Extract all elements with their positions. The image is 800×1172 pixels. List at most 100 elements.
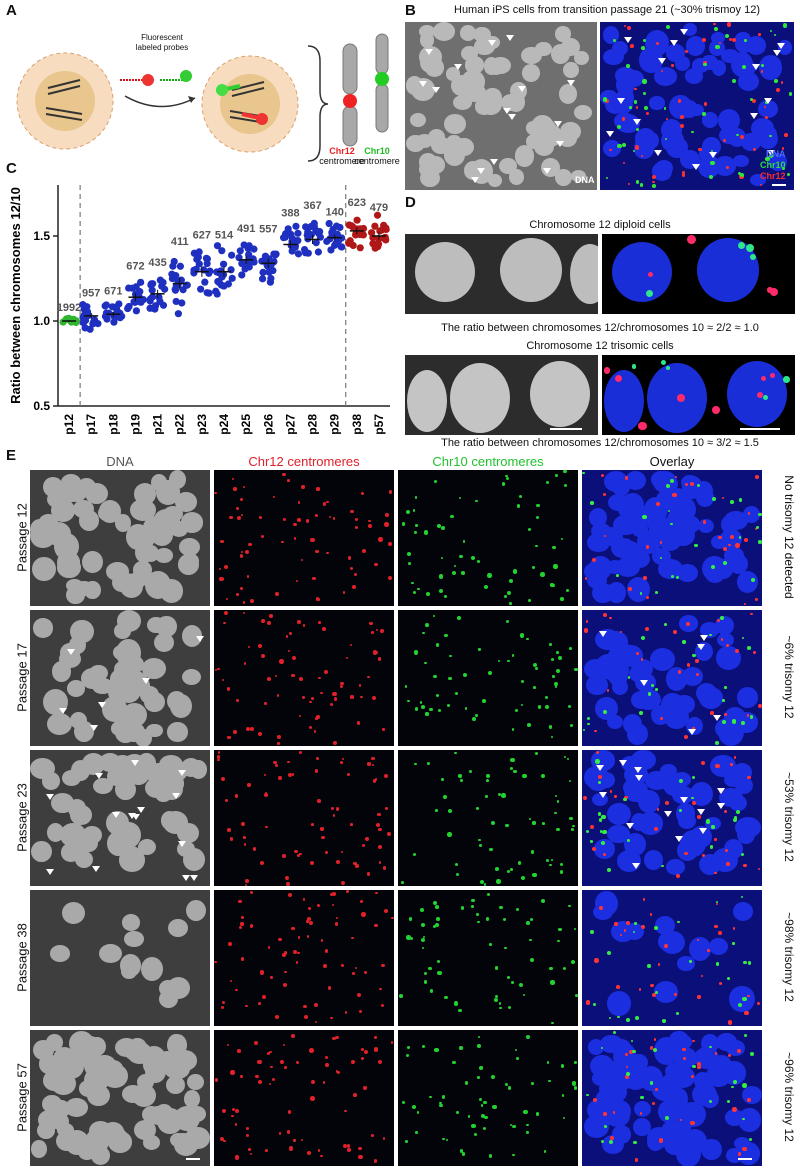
nucleus (694, 1071, 712, 1091)
cell-count-label: 140 (325, 206, 343, 218)
nucleus (624, 832, 647, 856)
fish-signal-spot (441, 1137, 445, 1141)
fish-signal-spot (509, 1124, 512, 1127)
fish-signal-spot (478, 648, 481, 651)
fish-signal-spot (685, 621, 690, 626)
fish-signal-spot (310, 823, 314, 826)
fish-signal-spot (646, 596, 650, 600)
nucleus (46, 822, 64, 842)
nucleus (665, 667, 688, 691)
fish-signal-spot (291, 655, 296, 661)
nucleus (62, 487, 81, 503)
fish-signal-spot (217, 667, 221, 671)
fish-signal-spot (413, 650, 419, 655)
fish-signal-spot (235, 1108, 240, 1113)
fish-signal-spot (360, 491, 365, 496)
fish-signal-spot (584, 577, 588, 580)
fish-signal-spot (677, 920, 680, 924)
fish-signal-spot (529, 957, 535, 962)
nucleus (419, 52, 442, 74)
fish-signal-spot (574, 927, 577, 931)
fish-signal-spot (449, 514, 454, 519)
arrowhead-marker (709, 151, 718, 158)
fish-signal-spot (657, 962, 661, 966)
fish-signal-spot (380, 1004, 384, 1008)
fish-signal-spot (461, 1151, 466, 1156)
fish-signal-spot (619, 934, 623, 937)
fish-signal-spot (489, 943, 492, 946)
fish-signal-spot (585, 829, 590, 834)
fish-signal-spot (263, 702, 267, 705)
fish-signal-spot (509, 766, 513, 770)
fish-signal-spot (684, 734, 688, 739)
data-point (116, 314, 124, 322)
fish-signal-spot (586, 717, 590, 721)
fish-signal-spot (288, 1146, 294, 1151)
nucleus (622, 69, 644, 87)
fish-signal-spot (325, 1062, 330, 1067)
nucleus (142, 515, 168, 539)
fish-signal-spot (509, 602, 512, 605)
fish-signal-spot (287, 760, 290, 764)
fish-signal-spot (283, 982, 288, 987)
fish-signal-spot (733, 1080, 738, 1085)
fish-signal-spot (710, 711, 714, 715)
data-point (345, 221, 353, 229)
fish-signal-spot (598, 780, 602, 784)
fish-signal-spot (589, 824, 594, 829)
fish-signal-spot (602, 829, 607, 835)
panel-label-b: B (405, 2, 416, 19)
fish-signal-spot (242, 835, 246, 839)
fish-signal-spot (220, 1005, 225, 1009)
nucleus (612, 477, 630, 496)
fish-signal-spot (423, 980, 428, 984)
fish-signal-spot (350, 695, 355, 699)
fish-signal-spot (569, 723, 574, 728)
fish-signal-spot (401, 522, 406, 526)
data-point (83, 303, 91, 311)
fish-signal-spot (433, 479, 438, 484)
fish-signal-spot (374, 651, 378, 655)
fish-signal-spot (331, 904, 334, 907)
fish-signal-spot (412, 852, 417, 856)
fish-signal-spot (633, 100, 637, 104)
nucleus (702, 111, 718, 129)
nucleus (633, 1100, 652, 1117)
panel-b-legend-chr12: Chr12 (760, 171, 786, 181)
data-point (215, 279, 224, 287)
arrowhead-marker (425, 48, 434, 55)
fish-signal-spot (258, 644, 263, 649)
fish-signal-spot (689, 482, 694, 487)
fish-signal-spot (437, 970, 442, 976)
nucleus (589, 556, 613, 580)
passage-image-chr10 (398, 610, 578, 746)
fish-signal-spot (422, 935, 426, 939)
fish-signal-spot (622, 161, 626, 165)
fish-signal-spot (249, 890, 254, 895)
data-point (149, 280, 157, 288)
nucleus (530, 361, 590, 427)
fish-signal-spot (736, 1048, 741, 1054)
nucleus (84, 482, 108, 505)
fish-signal-spot (739, 135, 744, 140)
fish-signal-spot (327, 986, 332, 990)
fish-signal-spot (332, 892, 336, 896)
fish-signal-spot (464, 1081, 469, 1085)
fish-signal-spot (602, 97, 608, 102)
fish-signal-spot (318, 677, 321, 680)
nucleus (650, 470, 671, 488)
fish-signal-spot (634, 87, 637, 91)
fish-signal-spot (240, 513, 244, 517)
fish-signal-spot (680, 1118, 683, 1121)
fish-signal-spot (764, 105, 767, 109)
fish-signal-spot (344, 1011, 348, 1014)
nucleus (446, 134, 462, 151)
fish-signal-spot (420, 701, 423, 704)
fish-signal-spot (235, 506, 239, 510)
nucleus (736, 570, 759, 593)
x-tick-label: p12 (62, 414, 76, 435)
nucleus (119, 953, 142, 978)
fish-signal-spot (515, 907, 520, 912)
fish-signal-spot (375, 891, 378, 895)
fish-signal-spot (674, 475, 678, 479)
